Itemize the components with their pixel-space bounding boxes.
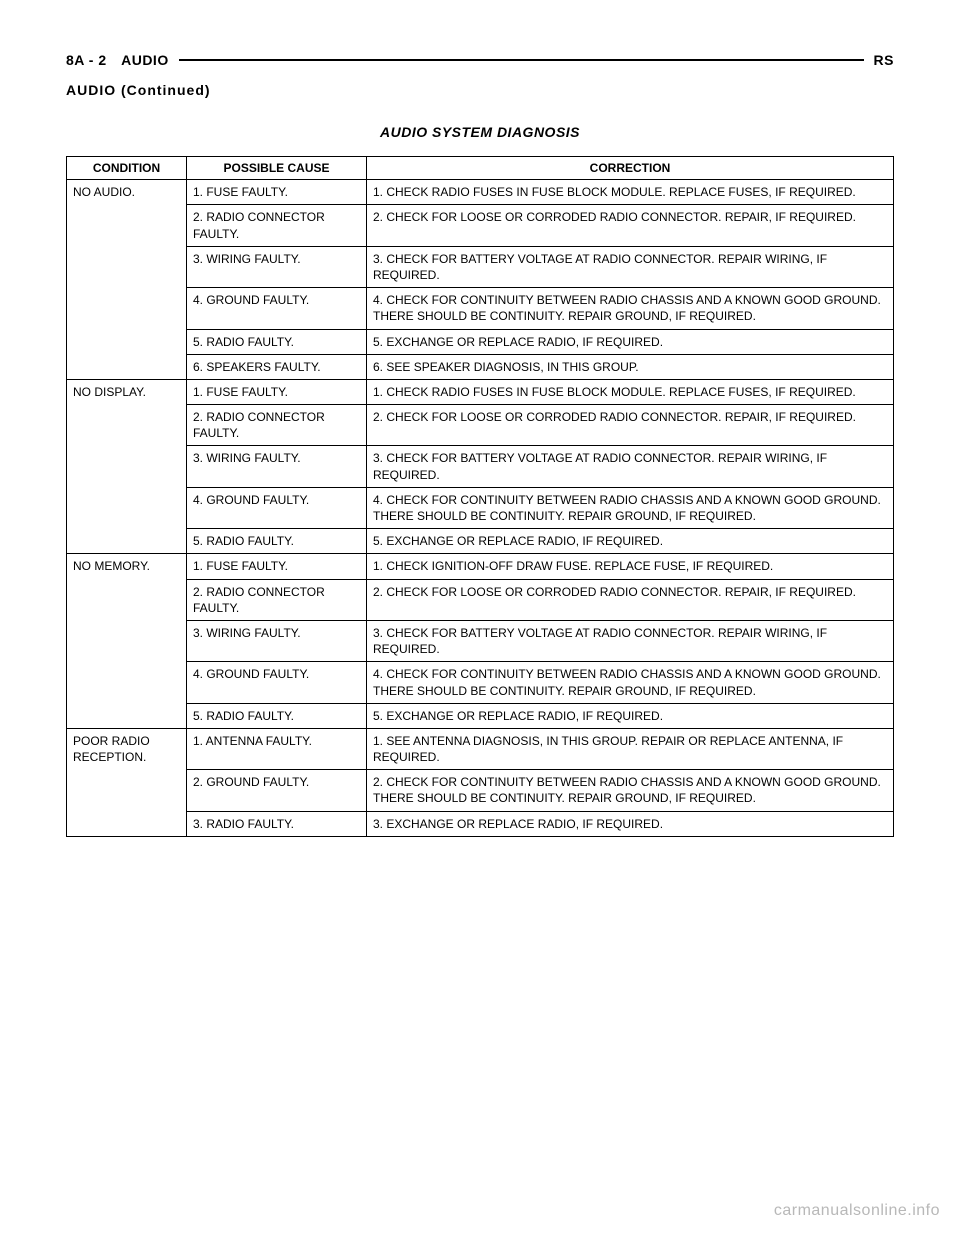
- cell-cause: 4. GROUND FAULTY.: [187, 288, 367, 329]
- watermark: carmanualsonline.info: [774, 1202, 940, 1220]
- cell-correction: 6. SEE SPEAKER DIAGNOSIS, IN THIS GROUP.: [367, 354, 894, 379]
- cell-correction: 2. CHECK FOR LOOSE OR CORRODED RADIO CON…: [367, 205, 894, 246]
- cell-correction: 4. CHECK FOR CONTINUITY BETWEEN RADIO CH…: [367, 487, 894, 528]
- table-row: 2. RADIO CONNECTOR FAULTY.2. CHECK FOR L…: [67, 405, 894, 446]
- cell-cause: 5. RADIO FAULTY.: [187, 529, 367, 554]
- cell-correction: 2. CHECK FOR LOOSE OR CORRODED RADIO CON…: [367, 405, 894, 446]
- cell-correction: 5. EXCHANGE OR REPLACE RADIO, IF REQUIRE…: [367, 529, 894, 554]
- table-row: NO DISPLAY.1. FUSE FAULTY.1. CHECK RADIO…: [67, 379, 894, 404]
- table-row: 5. RADIO FAULTY.5. EXCHANGE OR REPLACE R…: [67, 529, 894, 554]
- cell-cause: 2. RADIO CONNECTOR FAULTY.: [187, 579, 367, 620]
- table-row: NO AUDIO.1. FUSE FAULTY.1. CHECK RADIO F…: [67, 180, 894, 205]
- cell-cause: 3. WIRING FAULTY.: [187, 620, 367, 661]
- header-sub: AUDIO (Continued): [66, 82, 894, 98]
- table-row: 3. WIRING FAULTY.3. CHECK FOR BATTERY VO…: [67, 446, 894, 487]
- header-right: RS: [874, 52, 894, 68]
- table-row: POOR RADIO RECEPTION.1. ANTENNA FAULTY.1…: [67, 728, 894, 769]
- cell-correction: 1. CHECK IGNITION-OFF DRAW FUSE. REPLACE…: [367, 554, 894, 579]
- header-left: 8A - 2 AUDIO: [66, 52, 169, 68]
- cell-correction: 3. CHECK FOR BATTERY VOLTAGE AT RADIO CO…: [367, 446, 894, 487]
- cell-correction: 4. CHECK FOR CONTINUITY BETWEEN RADIO CH…: [367, 662, 894, 703]
- table-row: 2. GROUND FAULTY.2. CHECK FOR CONTINUITY…: [67, 770, 894, 811]
- table-title: AUDIO SYSTEM DIAGNOSIS: [66, 124, 894, 140]
- cell-condition: POOR RADIO RECEPTION.: [67, 728, 187, 836]
- table-row: 5. RADIO FAULTY.5. EXCHANGE OR REPLACE R…: [67, 703, 894, 728]
- table-header-row: CONDITION POSSIBLE CAUSE CORRECTION: [67, 157, 894, 180]
- header-rule: [179, 59, 864, 61]
- table-row: 3. RADIO FAULTY.3. EXCHANGE OR REPLACE R…: [67, 811, 894, 836]
- cell-cause: 2. GROUND FAULTY.: [187, 770, 367, 811]
- page: 8A - 2 AUDIO RS AUDIO (Continued) AUDIO …: [0, 0, 960, 1242]
- cell-cause: 3. WIRING FAULTY.: [187, 246, 367, 287]
- cell-cause: 4. GROUND FAULTY.: [187, 662, 367, 703]
- cell-correction: 1. CHECK RADIO FUSES IN FUSE BLOCK MODUL…: [367, 379, 894, 404]
- cell-cause: 1. FUSE FAULTY.: [187, 180, 367, 205]
- cell-correction: 2. CHECK FOR CONTINUITY BETWEEN RADIO CH…: [367, 770, 894, 811]
- page-header: 8A - 2 AUDIO RS: [66, 52, 894, 68]
- table-row: 6. SPEAKERS FAULTY.6. SEE SPEAKER DIAGNO…: [67, 354, 894, 379]
- cell-cause: 2. RADIO CONNECTOR FAULTY.: [187, 205, 367, 246]
- cell-cause: 1. FUSE FAULTY.: [187, 554, 367, 579]
- cell-cause: 5. RADIO FAULTY.: [187, 329, 367, 354]
- table-row: 2. RADIO CONNECTOR FAULTY.2. CHECK FOR L…: [67, 205, 894, 246]
- diagnosis-table: CONDITION POSSIBLE CAUSE CORRECTION NO A…: [66, 156, 894, 837]
- table-row: 3. WIRING FAULTY.3. CHECK FOR BATTERY VO…: [67, 246, 894, 287]
- table-row: 4. GROUND FAULTY.4. CHECK FOR CONTINUITY…: [67, 487, 894, 528]
- table-row: 2. RADIO CONNECTOR FAULTY.2. CHECK FOR L…: [67, 579, 894, 620]
- cell-cause: 3. RADIO FAULTY.: [187, 811, 367, 836]
- cell-cause: 6. SPEAKERS FAULTY.: [187, 354, 367, 379]
- cell-cause: 4. GROUND FAULTY.: [187, 487, 367, 528]
- table-row: 4. GROUND FAULTY.4. CHECK FOR CONTINUITY…: [67, 662, 894, 703]
- cell-correction: 1. SEE ANTENNA DIAGNOSIS, IN THIS GROUP.…: [367, 728, 894, 769]
- cell-condition: NO DISPLAY.: [67, 379, 187, 554]
- cell-correction: 3. CHECK FOR BATTERY VOLTAGE AT RADIO CO…: [367, 246, 894, 287]
- cell-cause: 3. WIRING FAULTY.: [187, 446, 367, 487]
- cell-correction: 3. EXCHANGE OR REPLACE RADIO, IF REQUIRE…: [367, 811, 894, 836]
- table-row: 5. RADIO FAULTY.5. EXCHANGE OR REPLACE R…: [67, 329, 894, 354]
- table-row: NO MEMORY.1. FUSE FAULTY.1. CHECK IGNITI…: [67, 554, 894, 579]
- cell-correction: 3. CHECK FOR BATTERY VOLTAGE AT RADIO CO…: [367, 620, 894, 661]
- table-row: 3. WIRING FAULTY.3. CHECK FOR BATTERY VO…: [67, 620, 894, 661]
- cell-correction: 5. EXCHANGE OR REPLACE RADIO, IF REQUIRE…: [367, 703, 894, 728]
- cell-correction: 5. EXCHANGE OR REPLACE RADIO, IF REQUIRE…: [367, 329, 894, 354]
- cell-correction: 4. CHECK FOR CONTINUITY BETWEEN RADIO CH…: [367, 288, 894, 329]
- cell-cause: 1. FUSE FAULTY.: [187, 379, 367, 404]
- col-cause: POSSIBLE CAUSE: [187, 157, 367, 180]
- cell-cause: 2. RADIO CONNECTOR FAULTY.: [187, 405, 367, 446]
- col-condition: CONDITION: [67, 157, 187, 180]
- cell-correction: 1. CHECK RADIO FUSES IN FUSE BLOCK MODUL…: [367, 180, 894, 205]
- cell-condition: NO AUDIO.: [67, 180, 187, 380]
- cell-correction: 2. CHECK FOR LOOSE OR CORRODED RADIO CON…: [367, 579, 894, 620]
- cell-cause: 1. ANTENNA FAULTY.: [187, 728, 367, 769]
- col-correction: CORRECTION: [367, 157, 894, 180]
- table-row: 4. GROUND FAULTY.4. CHECK FOR CONTINUITY…: [67, 288, 894, 329]
- cell-condition: NO MEMORY.: [67, 554, 187, 729]
- cell-cause: 5. RADIO FAULTY.: [187, 703, 367, 728]
